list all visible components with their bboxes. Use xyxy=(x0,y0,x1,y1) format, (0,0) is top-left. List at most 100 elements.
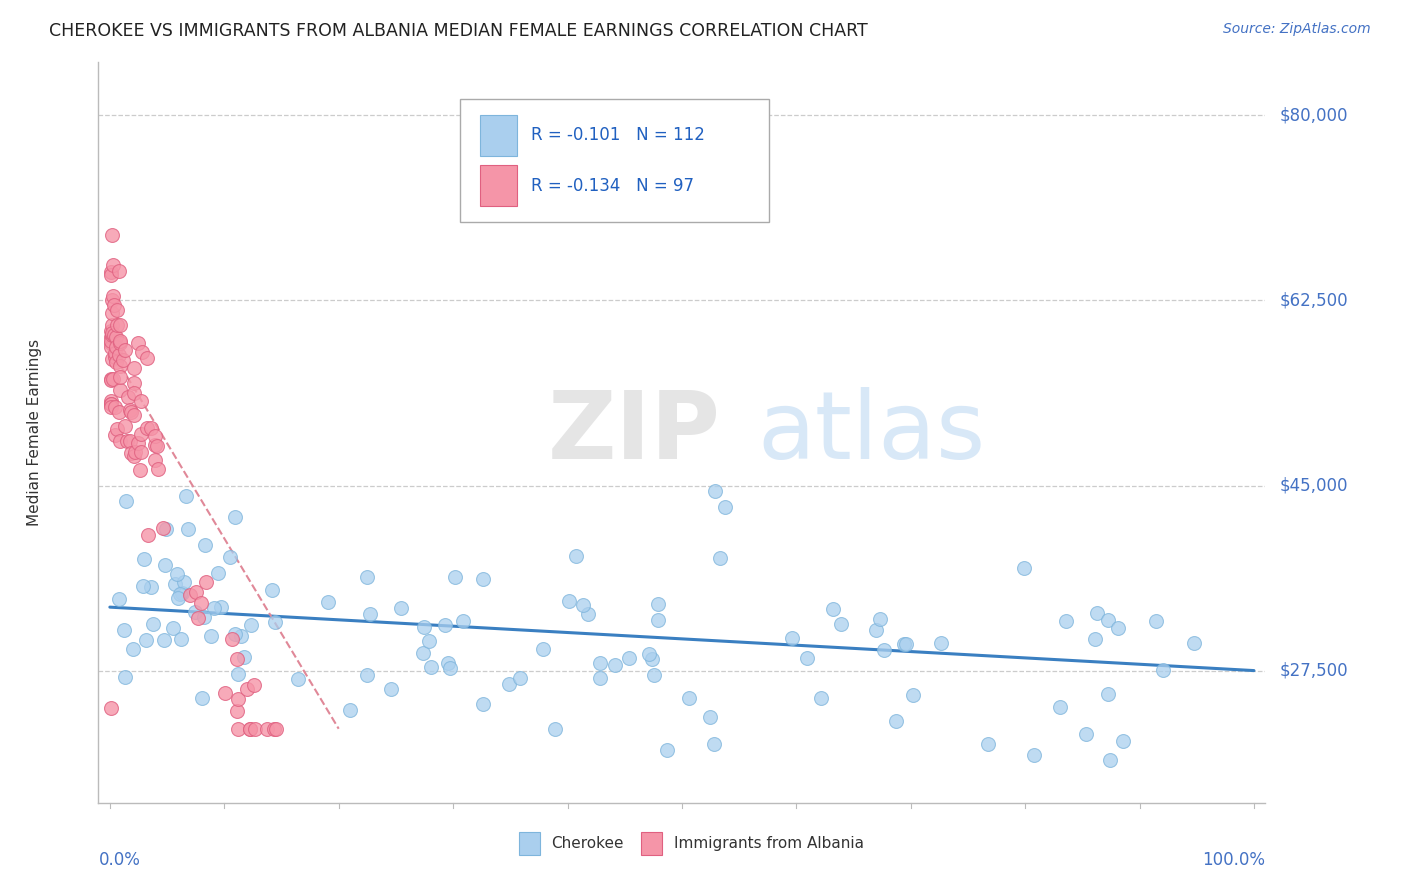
Point xyxy=(287,672,309,686)
Point xyxy=(100,700,122,714)
Point xyxy=(107,348,129,362)
Point xyxy=(101,372,124,386)
Point xyxy=(186,585,208,599)
Point xyxy=(190,596,212,610)
Point xyxy=(704,483,727,498)
Point xyxy=(617,651,640,665)
Point xyxy=(100,397,122,411)
Point xyxy=(821,601,844,615)
Point xyxy=(886,714,908,728)
Bar xyxy=(641,832,662,855)
Point xyxy=(191,691,214,706)
Point xyxy=(544,722,567,736)
Point xyxy=(576,607,599,622)
Point xyxy=(100,336,122,351)
Point xyxy=(104,350,127,364)
Point xyxy=(162,620,184,634)
Point xyxy=(233,650,256,665)
Point xyxy=(1049,700,1071,714)
Point xyxy=(647,613,669,627)
Point xyxy=(1182,635,1205,649)
Point xyxy=(165,577,187,591)
Point xyxy=(200,629,222,643)
Point xyxy=(143,437,166,451)
Point xyxy=(572,598,595,612)
Point xyxy=(931,635,953,649)
Point xyxy=(122,408,145,422)
Point xyxy=(105,318,128,333)
Point xyxy=(105,303,128,318)
Point xyxy=(228,692,250,706)
Point xyxy=(239,722,262,736)
Point xyxy=(194,538,217,552)
Point xyxy=(444,569,467,583)
Point xyxy=(120,434,142,448)
Point xyxy=(101,227,124,242)
Point xyxy=(589,671,612,685)
Point xyxy=(187,610,209,624)
Point xyxy=(509,671,531,685)
Text: Source: ZipAtlas.com: Source: ZipAtlas.com xyxy=(1223,22,1371,37)
Text: ZIP: ZIP xyxy=(548,386,721,479)
Point xyxy=(1022,748,1045,763)
Point xyxy=(214,686,236,700)
Point xyxy=(699,710,721,724)
Point xyxy=(226,667,249,681)
Point xyxy=(242,678,264,692)
Text: Median Female Earnings: Median Female Earnings xyxy=(27,339,42,526)
Point xyxy=(104,400,127,414)
Point xyxy=(110,369,132,384)
Point xyxy=(873,643,896,657)
Point xyxy=(1054,614,1077,628)
Point xyxy=(108,359,131,374)
Point xyxy=(143,429,166,443)
Point xyxy=(678,691,700,706)
Bar xyxy=(479,115,517,155)
Point xyxy=(1152,663,1174,677)
Point xyxy=(498,677,520,691)
Point xyxy=(589,657,612,671)
Point xyxy=(127,436,149,450)
Point xyxy=(412,646,434,660)
Point xyxy=(219,550,242,565)
Point xyxy=(112,623,135,637)
Point xyxy=(120,405,142,419)
Text: R = -0.134   N = 97: R = -0.134 N = 97 xyxy=(531,177,695,194)
Point xyxy=(1074,727,1097,741)
Point xyxy=(1085,606,1108,620)
Point xyxy=(167,591,190,605)
Point xyxy=(1107,621,1129,635)
Point xyxy=(531,641,554,656)
Point xyxy=(228,722,250,736)
Point xyxy=(131,579,153,593)
Point xyxy=(135,420,157,434)
Point xyxy=(224,627,246,641)
Point xyxy=(796,651,818,665)
Point xyxy=(1111,734,1133,748)
Point xyxy=(830,617,852,632)
Point xyxy=(709,551,731,566)
Point xyxy=(108,384,131,398)
Point xyxy=(869,612,891,626)
Point xyxy=(129,462,152,476)
Point xyxy=(1084,632,1107,647)
Point xyxy=(136,351,159,365)
Point xyxy=(114,670,136,684)
Point xyxy=(101,318,124,332)
Point xyxy=(714,500,737,514)
Point xyxy=(110,434,132,448)
Point xyxy=(122,361,145,376)
Point xyxy=(433,617,456,632)
Point xyxy=(641,652,664,666)
Text: 0.0%: 0.0% xyxy=(98,851,141,869)
Point xyxy=(236,682,259,697)
Text: R = -0.101   N = 112: R = -0.101 N = 112 xyxy=(531,127,706,145)
Point xyxy=(865,623,887,637)
Point xyxy=(176,489,198,503)
Point xyxy=(101,293,124,307)
Point xyxy=(108,592,131,607)
Point xyxy=(104,330,127,344)
Point xyxy=(101,326,124,341)
Point xyxy=(100,373,122,387)
Point xyxy=(127,335,149,350)
